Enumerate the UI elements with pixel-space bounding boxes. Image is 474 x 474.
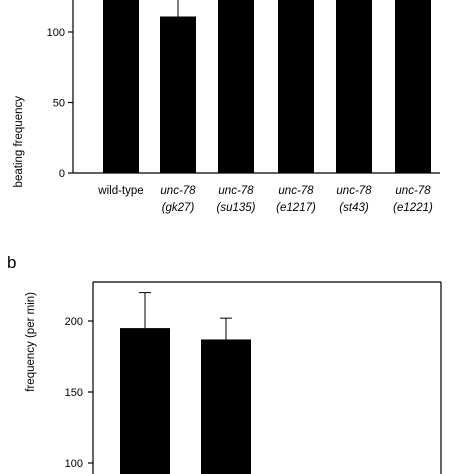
- panel-a-bars: [103, 0, 431, 174]
- panel-b-y-axis-label: frequency (per min): [25, 292, 37, 392]
- panel-a-y-tick-label: 0: [59, 168, 65, 180]
- panel-a-bar: [218, 0, 254, 174]
- panel-a-category-label: wild-type: [97, 185, 143, 197]
- panel-a-category-label: unc-78: [278, 185, 314, 197]
- panel-a-bar: [278, 0, 314, 174]
- panel-a-category-label-line2: (e1217): [276, 202, 316, 214]
- panel-a-y-axis-label: beating frequency: [13, 96, 25, 188]
- panel-a-chart: 0 50 100 wild-type unc-78 (gk27) unc-78 (su135…: [13, 0, 440, 214]
- panel-b-y-tick-label: 100: [65, 458, 83, 470]
- panel-a-bar: [103, 0, 139, 174]
- panel-b-letter: b: [7, 253, 16, 272]
- panel-a-category-label-line2: (e1221): [393, 202, 433, 214]
- panel-a-y-tick-label: 50: [53, 98, 65, 110]
- panel-b-y-ticks: 100 150 200: [65, 316, 93, 470]
- panel-b-bars: [120, 292, 251, 474]
- panel-a-category-label: unc-78: [160, 185, 196, 197]
- panel-b-bar: [201, 339, 251, 474]
- panel-a-category-label: unc-78: [395, 185, 431, 197]
- panel-a-category-label-line2: (st43): [339, 202, 369, 214]
- panel-b-y-tick-label: 150: [65, 387, 83, 399]
- panel-b-y-tick-label: 200: [65, 316, 83, 328]
- panel-a-category-label-line2: (su135): [217, 202, 256, 214]
- panel-b-bar: [120, 328, 170, 474]
- panel-a-y-tick-label: 100: [47, 27, 65, 39]
- panel-a-category-label: unc-78: [218, 185, 254, 197]
- panel-a-category-label-line2: (gk27): [162, 202, 195, 214]
- panel-a-bar: [395, 0, 431, 174]
- panel-b-chart: b 100 150 200 frequency (per min): [7, 253, 442, 474]
- panel-a-y-ticks: 0 50 100: [47, 27, 73, 180]
- panel-a-category-labels: wild-type unc-78 (gk27) unc-78 (su135) unc-78…: [97, 185, 433, 214]
- panel-a-category-label: unc-78: [336, 185, 372, 197]
- panel-a-bar: [336, 0, 372, 174]
